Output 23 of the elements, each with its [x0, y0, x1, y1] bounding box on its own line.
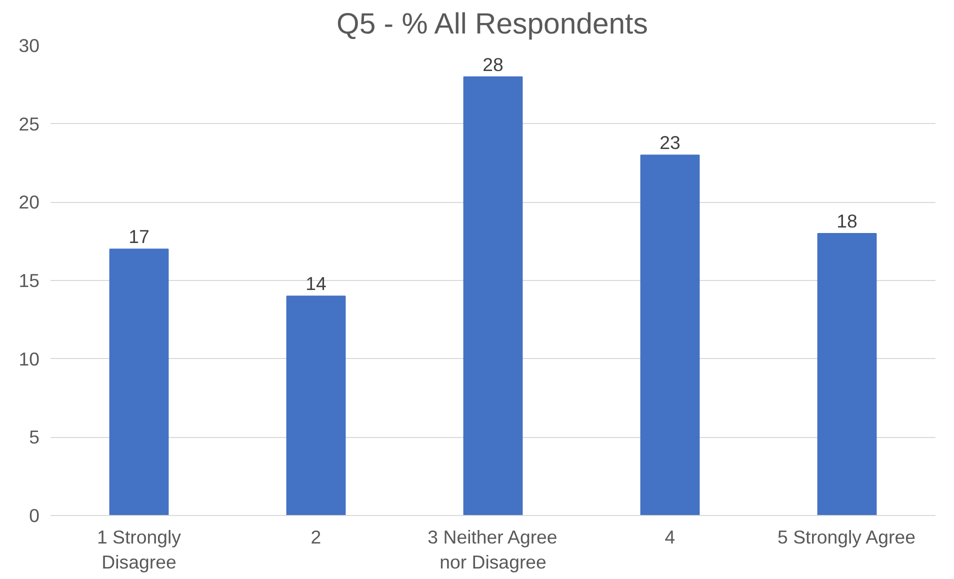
bar [640, 154, 700, 516]
data-label: 23 [660, 132, 680, 154]
bar [463, 76, 523, 516]
data-label: 18 [836, 210, 858, 232]
y-tick-label: 20 [18, 192, 40, 213]
y-tick-label: 10 [18, 348, 40, 370]
data-label: 28 [482, 54, 504, 75]
y-tick-label: 0 [29, 505, 40, 526]
y-tick-label: 25 [18, 113, 40, 134]
bar [286, 296, 346, 516]
x-tick-label: 3 Neither Agree nor Disagree [428, 526, 558, 573]
bar [817, 233, 877, 516]
data-label: 14 [306, 273, 326, 294]
x-tick-label: 5 Strongly Agree [778, 526, 916, 548]
x-tick-label: 4 [664, 526, 676, 548]
x-tick-label: 1 Strongly Disagree [97, 526, 182, 573]
x-tick-label: 2 [310, 526, 322, 548]
y-tick-label: 15 [18, 270, 40, 291]
y-tick-label: 30 [18, 35, 40, 56]
bar [109, 248, 169, 516]
y-tick-label: 5 [29, 426, 40, 448]
chart-title: Q5 - % All Respondents [336, 8, 648, 40]
data-label: 17 [128, 226, 150, 248]
